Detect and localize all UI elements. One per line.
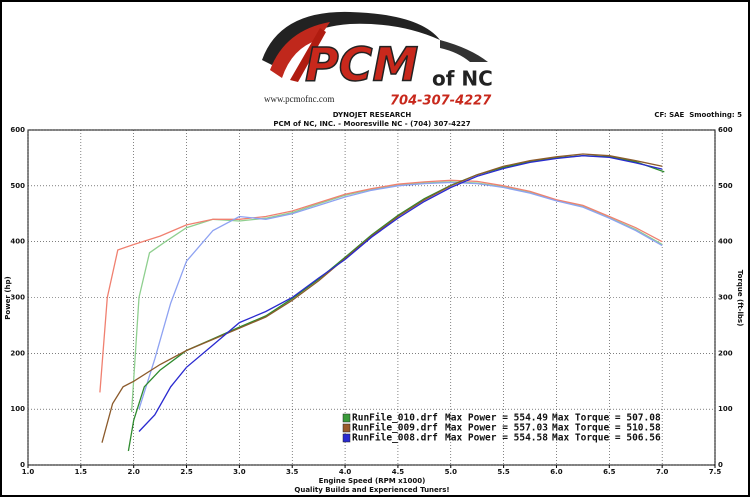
- logo: PCM of NC www.pcmofnc.com 704-307-4227: [262, 11, 493, 109]
- x-tick-label: 1.5: [75, 468, 88, 476]
- y2-tick-label: 0: [718, 461, 723, 469]
- x-tick-label: 3.5: [286, 468, 299, 476]
- y-tick-label: 600: [10, 126, 25, 134]
- x-tick-label: 7.5: [709, 468, 722, 476]
- x-tick-label: 2.5: [180, 468, 193, 476]
- chart-title: DYNOJET RESEARCH: [333, 111, 412, 119]
- chart-subtitle: PCM of NC, INC. - Mooresville NC - (704)…: [273, 120, 470, 128]
- y-tick-label: 500: [10, 182, 25, 190]
- y2-tick-label: 600: [718, 126, 733, 134]
- legend-power: Max Power = 557.03: [445, 423, 548, 434]
- logo-phone: 704-307-4227: [390, 94, 492, 109]
- y-tick-label: 400: [10, 238, 25, 246]
- y2-tick-label: 400: [718, 238, 733, 246]
- x-tick-label: 7.0: [656, 468, 669, 476]
- data-line: [101, 153, 663, 443]
- logo-gauge: [270, 22, 330, 78]
- x-tick-label: 6.5: [603, 468, 616, 476]
- logo-needle: [290, 28, 326, 82]
- data-line: [138, 181, 663, 410]
- y2-axis-label: Torque (ft-lbs): [736, 270, 744, 327]
- legend-torque: Max Torque = 507.08: [552, 413, 661, 424]
- data-line: [99, 179, 663, 393]
- logo-swoosh: [262, 11, 440, 65]
- legend-swatch: [342, 423, 351, 433]
- y2-tick-label: 500: [718, 182, 733, 190]
- x-tick-label: 1.0: [22, 468, 35, 476]
- footer: Quality Builds and Experienced Tuners!: [294, 486, 449, 494]
- y2-tick-label: 100: [718, 405, 733, 413]
- x-tick-label: 3.0: [233, 468, 246, 476]
- y2-tick-label: 300: [718, 294, 733, 302]
- x-tick-label: 5.0: [445, 468, 458, 476]
- y-tick-label: 200: [10, 349, 25, 357]
- x-tick-label: 6.0: [550, 468, 563, 476]
- y-tick-label: 0: [20, 461, 25, 469]
- logo-suffix: of NC: [432, 67, 493, 91]
- logo-car: [440, 40, 488, 62]
- legend-power: Max Power = 554.58: [445, 433, 548, 444]
- legend-file: RunFile_009.drf: [352, 423, 438, 434]
- y2-tick-label: 200: [718, 349, 733, 357]
- legend-torque: Max Torque = 506.56: [552, 433, 661, 444]
- y-tick-label: 300: [10, 294, 25, 302]
- x-tick-label: 4.5: [392, 468, 405, 476]
- x-tick-label: 5.5: [497, 468, 510, 476]
- x-axis-label: Engine Speed (RPM x1000): [319, 477, 426, 485]
- logo-brand: PCM: [305, 38, 418, 92]
- settings-note: CF: SAE Smoothing: 5: [654, 111, 742, 119]
- y-axis-label: Power (hp): [4, 276, 12, 319]
- legend-torque: Max Torque = 510.58: [552, 423, 661, 434]
- legend-swatch: [342, 413, 351, 423]
- legend-power: Max Power = 554.49: [445, 413, 548, 424]
- x-tick-label: 2.0: [127, 468, 140, 476]
- legend-swatch: [342, 433, 351, 443]
- legend-file: RunFile_010.drf: [352, 413, 438, 424]
- y-tick-label: 100: [10, 405, 25, 413]
- data-line: [138, 155, 663, 432]
- logo-url: www.pcmofnc.com: [264, 94, 334, 104]
- legend-file: RunFile_008.drf: [352, 433, 438, 444]
- x-tick-label: 4.0: [339, 468, 352, 476]
